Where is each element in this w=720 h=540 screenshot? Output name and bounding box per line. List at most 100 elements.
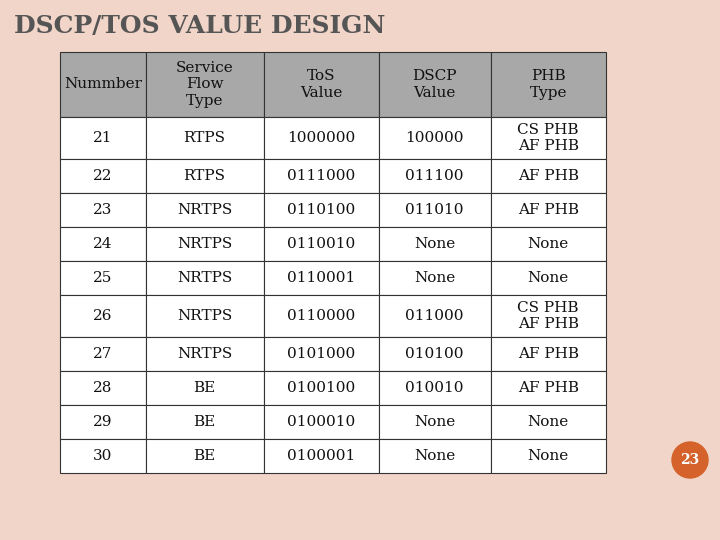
Bar [491,117,606,159]
Text: 0110000: 0110000 [287,309,355,323]
Text: None: None [414,415,455,429]
Bar [379,261,491,295]
Bar [491,371,606,405]
Text: None: None [414,449,455,463]
Bar [145,371,264,405]
Text: 100000: 100000 [405,131,464,145]
Text: 0110100: 0110100 [287,203,355,217]
Text: 0101000: 0101000 [287,347,355,361]
Text: 1000000: 1000000 [287,131,355,145]
Bar [379,371,491,405]
Text: None: None [528,237,569,251]
Text: 010100: 010100 [405,347,464,361]
Text: 22: 22 [93,169,112,183]
Bar [379,405,491,439]
Bar [60,52,145,117]
Bar [145,117,264,159]
Text: PHB
Type: PHB Type [529,70,567,99]
Text: NRTPS: NRTPS [177,309,232,323]
Bar [264,295,379,337]
Bar [60,295,145,337]
Bar [145,52,264,117]
Bar [145,405,264,439]
Bar [491,295,606,337]
Bar [379,295,491,337]
Text: 23: 23 [93,203,112,217]
Text: 0111000: 0111000 [287,169,355,183]
Text: BE: BE [194,381,216,395]
Bar [145,159,264,193]
Text: 21: 21 [93,131,112,145]
Bar [60,261,145,295]
Text: CS PHB
AF PHB: CS PHB AF PHB [518,123,579,153]
Bar [264,52,379,117]
Bar [60,405,145,439]
Text: 24: 24 [93,237,112,251]
Text: 27: 27 [93,347,112,361]
Bar [145,261,264,295]
Bar [60,227,145,261]
Bar [145,227,264,261]
Text: 011000: 011000 [405,309,464,323]
Text: Nummber: Nummber [64,78,142,91]
Text: 23: 23 [680,453,700,467]
Text: 26: 26 [93,309,112,323]
Bar [264,227,379,261]
Text: None: None [528,271,569,285]
Bar [491,52,606,117]
Text: RTPS: RTPS [184,169,225,183]
Text: NRTPS: NRTPS [177,203,232,217]
Bar [60,371,145,405]
Text: RTPS: RTPS [184,131,225,145]
Bar [491,193,606,227]
Text: 010010: 010010 [405,381,464,395]
Bar [264,261,379,295]
Text: 0110001: 0110001 [287,271,355,285]
Text: AF PHB: AF PHB [518,381,579,395]
Text: None: None [414,271,455,285]
Bar [491,439,606,473]
Bar [491,159,606,193]
Bar [60,117,145,159]
Bar [145,439,264,473]
Bar [60,439,145,473]
Text: 0100001: 0100001 [287,449,355,463]
Text: 0100100: 0100100 [287,381,355,395]
Text: 25: 25 [93,271,112,285]
Bar [379,227,491,261]
Text: 28: 28 [93,381,112,395]
Text: None: None [528,415,569,429]
Bar [60,337,145,371]
Text: AF PHB: AF PHB [518,203,579,217]
Bar [264,193,379,227]
Text: 30: 30 [93,449,112,463]
Bar [379,439,491,473]
Text: None: None [528,449,569,463]
Text: DSCP/TOS VALUE DESIGN: DSCP/TOS VALUE DESIGN [14,14,385,38]
Bar [491,405,606,439]
Bar [264,159,379,193]
Bar [491,261,606,295]
Bar [491,227,606,261]
Bar [379,193,491,227]
Text: NRTPS: NRTPS [177,347,232,361]
Text: AF PHB: AF PHB [518,169,579,183]
Bar [145,337,264,371]
Bar [264,405,379,439]
Text: CS PHB
AF PHB: CS PHB AF PHB [518,301,579,331]
Bar [60,193,145,227]
Bar [264,117,379,159]
Text: 29: 29 [93,415,112,429]
Circle shape [672,442,708,478]
Text: NRTPS: NRTPS [177,271,232,285]
Bar [379,337,491,371]
Text: AF PHB: AF PHB [518,347,579,361]
Bar [491,337,606,371]
Text: 0100010: 0100010 [287,415,355,429]
Text: BE: BE [194,449,216,463]
Bar [379,159,491,193]
Bar [264,337,379,371]
Bar [264,439,379,473]
Text: 0110010: 0110010 [287,237,355,251]
Text: None: None [414,237,455,251]
